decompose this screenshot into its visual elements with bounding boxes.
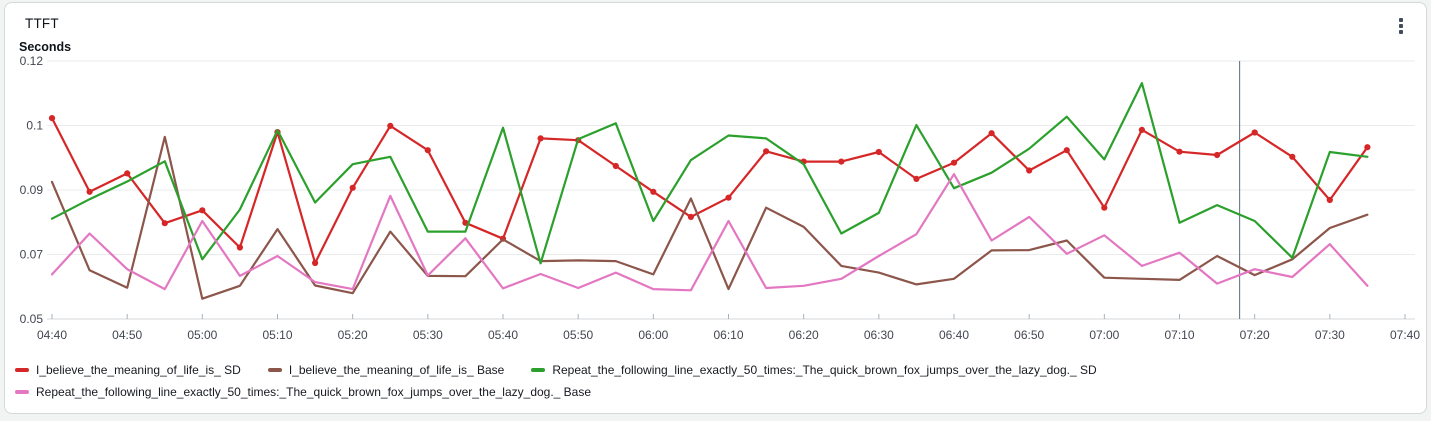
series-marker [875,148,882,156]
legend-item[interactable]: I_believe_the_meaning_of_life_is_ Base [267,363,505,377]
series-marker [236,244,243,251]
x-tick-label: 05:40 [488,328,518,342]
x-tick-label: 06:40 [939,328,969,342]
legend-swatch-icon [15,368,29,372]
y-tick-label: 0.09 [20,183,44,197]
series-marker [1289,153,1296,160]
x-tick-label: 07:30 [1315,328,1345,342]
x-tick-label: 05:00 [187,328,217,342]
y-tick-label: 0.1 [26,119,43,133]
series-marker [1101,204,1108,211]
series-line-0 [50,116,1369,265]
x-tick-label: 05:50 [563,328,593,342]
x-tick-label: 06:20 [789,328,819,342]
series-marker [1364,144,1371,151]
legend-label: Repeat_the_following_line_exactly_50_tim… [36,385,592,399]
series-marker [988,130,995,137]
x-tick-label: 05:10 [262,328,292,342]
series-marker [1251,129,1258,136]
series-marker [1214,151,1221,159]
legend-swatch-icon [531,368,546,372]
series-marker [1176,148,1183,155]
legend-swatch-icon [267,368,282,372]
chart-legend: I_believe_the_meaning_of_life_is_ SD I_be… [15,363,1402,399]
series-marker [838,158,845,165]
y-axis-unit-label: Seconds [19,40,72,54]
legend-item[interactable]: I_believe_the_meaning_of_life_is_ SD [15,363,241,377]
chart-card: TTFT Seconds 0.12 0.1 0.09 0.07 0.05 04:40 04:… [4,2,1427,414]
series-marker [763,148,770,155]
y-tick-label: 0.12 [20,54,44,68]
series-marker [1326,196,1333,204]
series-marker [913,175,920,182]
x-tick-label: 05:30 [413,328,443,342]
chart-title: TTFT [25,16,59,31]
series-marker [612,162,619,170]
y-tick-label: 0.07 [20,248,44,262]
series-marker [1138,126,1145,133]
legend-label: Repeat_the_following_line_exactly_50_tim… [552,363,1097,377]
y-tick-label: 0.05 [20,312,44,326]
legend-item[interactable]: Repeat_the_following_line_exactly_50_tim… [531,363,1097,377]
x-tick-label: 04:50 [112,328,142,342]
series-marker [650,188,657,195]
x-tick-label: 06:30 [864,328,894,342]
series-marker [161,220,168,227]
x-tick-label: 06:10 [713,328,743,342]
series-marker [349,184,356,191]
x-tick-label: 07:20 [1240,328,1270,342]
series-marker [950,159,958,166]
series-marker [687,213,695,220]
series-marker [48,115,56,122]
series-marker [86,188,93,195]
x-tick-label: 04:40 [37,328,67,342]
x-tick-label: 07:10 [1164,328,1194,342]
x-tick-label: 07:40 [1390,328,1420,342]
series-marker [1026,167,1033,174]
series-marker [1063,147,1070,154]
series-marker [725,194,732,201]
legend-item[interactable]: Repeat_the_following_line_exactly_50_tim… [15,385,591,399]
legend-label: I_believe_the_meaning_of_life_is_ Base [288,363,505,377]
series-marker [124,170,131,177]
series-marker [387,122,394,129]
x-tick-label: 05:20 [338,328,368,342]
chart-menu-button[interactable] [1390,14,1412,38]
series-line-3 [50,173,1369,292]
chart-canvas[interactable]: 0.12 0.1 0.09 0.07 0.05 04:40 04:50 05:00 05:10 0… [5,3,1428,363]
x-tick-label: 07:00 [1089,328,1119,342]
legend-label: I_believe_the_meaning_of_life_is_ SD [36,363,241,377]
legend-swatch-icon [15,390,29,394]
series-line-1 [50,135,1369,300]
series-marker [424,147,431,154]
x-tick-label: 06:50 [1014,328,1044,342]
series-marker [199,207,206,214]
series-line-2 [50,81,1369,265]
series-marker [537,135,544,142]
x-tick-label: 06:00 [638,328,668,342]
series-marker [312,259,319,267]
